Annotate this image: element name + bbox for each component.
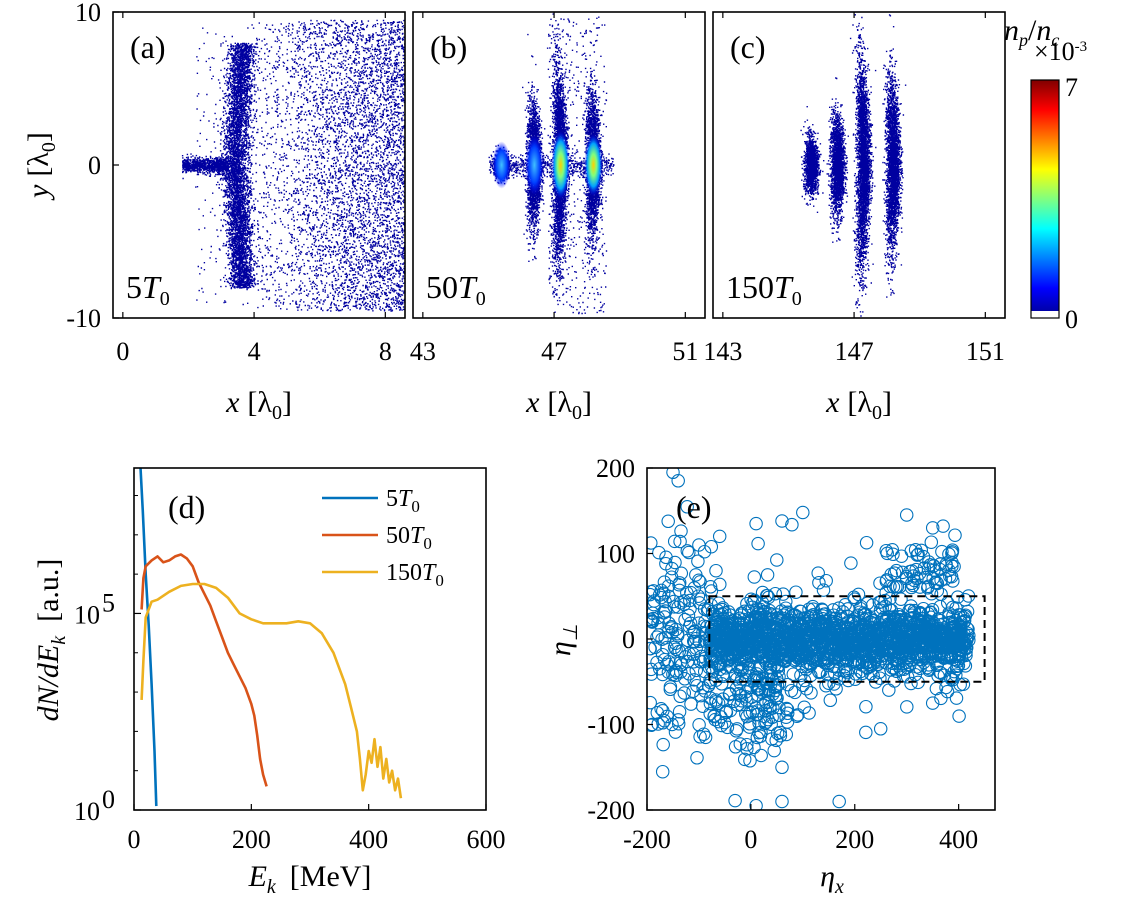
panel-a-plot-area bbox=[181, 19, 405, 312]
colorbar-exponent: ×10-3 bbox=[1034, 37, 1087, 66]
panel-a-ylabel: y[λ0] bbox=[22, 132, 60, 201]
panel-a: 0 4 8 -10 0 10 (a) 5T0 x [λ0] y[λ0] bbox=[22, 0, 406, 424]
panel-b: 43 47 51 (b) 50T0 x [λ0] bbox=[410, 11, 706, 424]
y-tick-label: 100 bbox=[596, 540, 635, 569]
panel-d-background bbox=[134, 468, 486, 810]
x-tick-label: -200 bbox=[623, 825, 671, 854]
x-tick-label: 400 bbox=[939, 825, 978, 854]
legend-entry-1: 50T0 bbox=[386, 523, 432, 553]
x-tick-label: 200 bbox=[232, 825, 271, 854]
panel-a-label: (a) bbox=[130, 29, 166, 65]
panel-a-xticks: 0 4 8 bbox=[116, 12, 392, 366]
panel-e-ylabel: η⊥ bbox=[544, 624, 582, 656]
x-tick-label: 600 bbox=[467, 825, 506, 854]
colorbar-min-label: 0 bbox=[1065, 305, 1078, 334]
y-tick-label: 10 bbox=[74, 797, 100, 826]
y-tick-label: -10 bbox=[66, 304, 101, 333]
panel-c-time-label: 150T0 bbox=[726, 269, 802, 310]
panel-d-xlabel: Ek [MeV] bbox=[248, 860, 372, 898]
x-tick-label: 0 bbox=[744, 825, 757, 854]
x-tick-label: 8 bbox=[379, 337, 392, 366]
panel-b-time-label: 50T0 bbox=[426, 269, 486, 310]
x-tick-label: 147 bbox=[835, 337, 874, 366]
colorbar-gradient bbox=[1031, 80, 1059, 318]
colorbar-frame bbox=[1030, 79, 1060, 319]
series-line-2 bbox=[140, 582, 403, 799]
bunch-density-peak bbox=[584, 134, 603, 196]
panel-c-xlabel: x [λ0] bbox=[825, 386, 892, 424]
x-tick-label: 47 bbox=[541, 337, 567, 366]
panel-e: -200 0 200 400 -200 -100 0 100 200 (e) ηx η⊥ bbox=[544, 454, 996, 898]
panel-d-series bbox=[139, 468, 403, 807]
panel-a-xlabel: x [λ0] bbox=[225, 386, 292, 424]
panel-b-plot-area bbox=[488, 13, 615, 318]
panel-e-points bbox=[647, 468, 976, 810]
panel-b-xlabel: x [λ0] bbox=[525, 386, 592, 424]
panel-e-dashed-box bbox=[708, 595, 986, 683]
x-tick-label: 51 bbox=[672, 337, 698, 366]
particle-dots bbox=[488, 13, 615, 318]
y-tick-exponent: 5 bbox=[102, 588, 115, 617]
heatmap-particles bbox=[488, 13, 615, 318]
panel-d-frame bbox=[133, 467, 487, 811]
x-tick-label: 200 bbox=[835, 825, 874, 854]
dashed-region bbox=[708, 595, 986, 683]
panel-d-label: (d) bbox=[168, 489, 205, 525]
panel-b-frame bbox=[412, 11, 706, 319]
panel-b-label: (b) bbox=[430, 29, 467, 65]
panel-b-xticks: 43 47 51 bbox=[410, 12, 698, 366]
y-tick-label: 0 bbox=[622, 625, 635, 654]
legend-entry-0: 5T0 bbox=[386, 486, 420, 516]
bunch-density-peak bbox=[525, 135, 544, 195]
colorbar: np/nc ×10-3 7 0 bbox=[1004, 14, 1087, 334]
x-tick-label: 0 bbox=[128, 825, 141, 854]
x-tick-label: 43 bbox=[410, 337, 436, 366]
panel-d-yticks: 10 010 5 bbox=[74, 495, 141, 826]
panel-e-label: (e) bbox=[676, 489, 712, 525]
y-tick-label: -200 bbox=[587, 796, 635, 825]
series-line-0 bbox=[139, 468, 158, 807]
x-tick-label: 151 bbox=[966, 337, 1005, 366]
legend-entry-2: 150T0 bbox=[386, 560, 444, 590]
heatmap-particles bbox=[181, 19, 405, 312]
y-tick-label: 10 bbox=[74, 600, 100, 629]
y-tick-label: 0 bbox=[88, 151, 101, 180]
panel-c-xticks: 143 147 151 bbox=[703, 12, 1005, 366]
panel-c-frame bbox=[712, 11, 1006, 319]
panel-d-legend: 5T0 50T0 150T0 bbox=[322, 486, 444, 590]
y-tick-label: -100 bbox=[587, 711, 635, 740]
panel-e-xlabel: ηx bbox=[820, 860, 844, 898]
series-line-1 bbox=[140, 553, 268, 787]
particle-dots bbox=[181, 19, 405, 312]
panel-e-xticks: -200 0 200 400 bbox=[623, 804, 978, 854]
panel-d-ylabel: dN/dEk[a.u.] bbox=[32, 559, 70, 722]
x-tick-label: 400 bbox=[349, 825, 388, 854]
bunch-density-peak bbox=[492, 141, 511, 189]
scatter-markers bbox=[647, 468, 976, 810]
panel-a-yticks: -10 0 10 bbox=[66, 0, 119, 333]
panel-c-label: (c) bbox=[730, 29, 766, 65]
colorbar-max-label: 7 bbox=[1065, 73, 1078, 102]
panel-a-time-label: 5T0 bbox=[126, 269, 170, 310]
x-tick-label: 0 bbox=[116, 337, 129, 366]
panel-c: 143 147 151 (c) 150T0 x [λ0] bbox=[703, 11, 1006, 424]
bunch-density-peak bbox=[551, 131, 570, 199]
x-tick-label: 4 bbox=[248, 337, 261, 366]
panel-e-yticks: -200 -100 0 100 200 bbox=[587, 454, 653, 825]
y-tick-label: 200 bbox=[596, 454, 635, 483]
y-tick-label: 10 bbox=[75, 0, 101, 27]
colorbar-label: np/nc bbox=[1004, 14, 1059, 50]
colorbar-zero-band bbox=[1031, 311, 1059, 318]
y-tick-exponent: 0 bbox=[102, 785, 115, 814]
x-tick-label: 143 bbox=[703, 337, 742, 366]
panel-d-xticks: 0 200 400 600 bbox=[128, 804, 506, 854]
